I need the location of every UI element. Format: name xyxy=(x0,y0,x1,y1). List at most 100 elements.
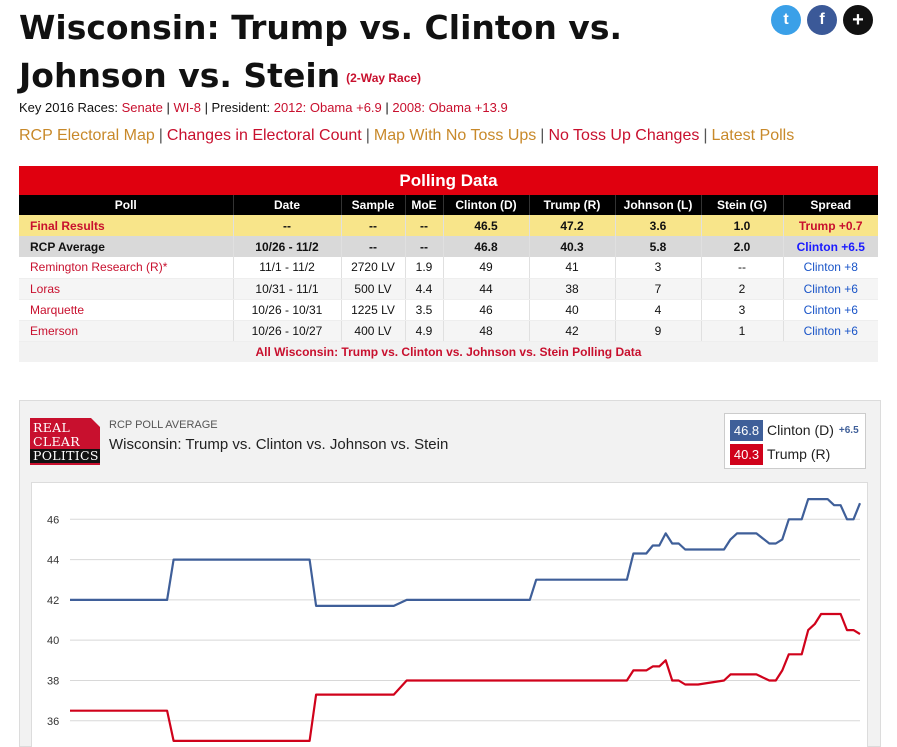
map-nav-links: RCP Electoral Map | Changes in Electoral C… xyxy=(19,127,794,145)
cell-date: 10/31 - 11/1 xyxy=(232,278,341,300)
electoral-map-link[interactable]: RCP Electoral Map xyxy=(19,127,155,144)
separator: | xyxy=(385,100,389,115)
cell-moe: 1.9 xyxy=(404,257,443,279)
col-stein[interactable]: Stein (G) xyxy=(700,195,783,215)
col-trump[interactable]: Trump (R) xyxy=(528,195,615,215)
page-title-line2: Johnson vs. Stein (2-Way Race) xyxy=(19,52,659,102)
plot-area[interactable]: 36 38 40 42 44 46 xyxy=(31,482,868,747)
separator: | xyxy=(365,127,370,144)
cell-moe: 4.9 xyxy=(404,320,443,342)
cell-sample: 500 LV xyxy=(340,278,405,300)
final-results-row: Final Results -- -- -- 46.5 47.2 3.6 1.0… xyxy=(19,215,878,236)
cell-moe: 3.5 xyxy=(404,299,443,321)
poll-link[interactable]: Remington Research (R)* xyxy=(19,257,233,279)
table-row: Marquette 10/26 - 10/31 1225 LV 3.5 46 4… xyxy=(19,299,878,321)
cell-clinton: 46 xyxy=(442,299,529,321)
cell-trump: 42 xyxy=(528,320,615,342)
cell-moe: -- xyxy=(404,215,443,236)
col-poll[interactable]: Poll xyxy=(19,195,233,215)
wi8-link[interactable]: WI-8 xyxy=(173,100,201,115)
legend-clinton: 46.8 Clinton (D) +6.5 xyxy=(730,418,860,442)
col-clinton[interactable]: Clinton (D) xyxy=(442,195,529,215)
two-way-race-link[interactable]: (2-Way Race) xyxy=(346,70,422,85)
cell-trump: 40 xyxy=(528,299,615,321)
key-races-label: Key 2016 Races: xyxy=(19,100,119,115)
cell-stein: -- xyxy=(700,257,783,279)
cell-johnson: 5.8 xyxy=(614,236,701,257)
rcp-poll-average-label: RCP POLL AVERAGE xyxy=(109,419,218,431)
cell-spread: Clinton +6.5 xyxy=(782,236,878,257)
poll-link[interactable]: Loras xyxy=(19,278,233,300)
page-title-line2-text: Johnson vs. Stein xyxy=(19,56,341,95)
rcp-logo[interactable]: REAL CLEAR POLITICS xyxy=(30,418,100,465)
cell-johnson: 4 xyxy=(614,299,701,321)
cell-sample: 400 LV xyxy=(340,320,405,342)
cell-sample: 1225 LV xyxy=(340,299,405,321)
y-tick-label: 46 xyxy=(47,514,59,526)
rcp-chart-panel: REAL CLEAR POLITICS RCP POLL AVERAGE Wis… xyxy=(19,400,881,747)
poll-link[interactable]: Marquette xyxy=(19,299,233,321)
cell-moe: 4.4 xyxy=(404,278,443,300)
obama-2012-link[interactable]: 2012: Obama +6.9 xyxy=(273,100,382,115)
changes-electoral-count-link[interactable]: Changes in Electoral Count xyxy=(166,127,362,144)
cell-sample: 2720 LV xyxy=(340,257,405,279)
cell-trump: 41 xyxy=(528,257,615,279)
logo-clear: CLEAR xyxy=(33,434,80,449)
cell-spread: Trump +0.7 xyxy=(782,215,878,236)
cell-sample: -- xyxy=(340,215,405,236)
cell-date: -- xyxy=(232,215,341,236)
separator: | xyxy=(703,127,708,144)
poll-link[interactable]: Emerson xyxy=(19,320,233,342)
line-chart[interactable]: 36 38 40 42 44 46 xyxy=(32,483,869,747)
y-tick-label: 40 xyxy=(47,635,59,647)
col-moe[interactable]: MoE xyxy=(404,195,443,215)
all-polling-data-link[interactable]: All Wisconsin: Trump vs. Clinton vs. Joh… xyxy=(19,341,878,362)
obama-2008-link[interactable]: 2008: Obama +13.9 xyxy=(392,100,508,115)
cell-spread: Clinton +6 xyxy=(782,278,878,300)
cell-clinton: 46.5 xyxy=(442,215,529,236)
page-title: Wisconsin: Trump vs. Clinton vs. Johnson… xyxy=(19,4,659,102)
polling-table: Poll Date Sample MoE Clinton (D) Trump (… xyxy=(19,195,878,342)
y-tick-label: 44 xyxy=(47,555,59,567)
table-header-row: Poll Date Sample MoE Clinton (D) Trump (… xyxy=(19,195,878,215)
cell-trump: 38 xyxy=(528,278,615,300)
cell-clinton: 46.8 xyxy=(442,236,529,257)
twitter-icon[interactable]: t xyxy=(771,5,801,35)
trump-line[interactable] xyxy=(70,612,861,742)
key-races-bar: Key 2016 Races: Senate | WI-8 | Presiden… xyxy=(19,100,508,115)
y-tick-label: 42 xyxy=(47,595,59,607)
cell-date: 10/26 - 10/27 xyxy=(232,320,341,342)
chart-legend: 46.8 Clinton (D) +6.5 40.3 Trump (R) xyxy=(724,413,866,469)
cell-johnson: 3 xyxy=(614,257,701,279)
separator: | xyxy=(166,100,170,115)
cell-trump: 47.2 xyxy=(528,215,615,236)
table-row: Remington Research (R)* 11/1 - 11/2 2720… xyxy=(19,257,878,279)
senate-link[interactable]: Senate xyxy=(121,100,163,115)
col-johnson[interactable]: Johnson (L) xyxy=(614,195,701,215)
cell-stein: 1.0 xyxy=(700,215,783,236)
legend-trump-value: 40.3 xyxy=(730,443,763,465)
cell-clinton: 44 xyxy=(442,278,529,300)
cell-trump: 40.3 xyxy=(528,236,615,257)
president-label: | President: xyxy=(204,100,271,115)
cell-poll: RCP Average xyxy=(19,236,233,257)
cell-spread: Clinton +6 xyxy=(782,320,878,342)
cell-spread: Clinton +6 xyxy=(782,299,878,321)
col-spread[interactable]: Spread xyxy=(782,195,878,215)
polling-data-table: Polling Data Poll Date Sample MoE Clinto… xyxy=(19,166,878,362)
cell-poll: Final Results xyxy=(19,215,233,236)
more-share-icon[interactable]: + xyxy=(843,5,873,35)
col-sample[interactable]: Sample xyxy=(340,195,405,215)
facebook-icon[interactable]: f xyxy=(807,5,837,35)
rcp-average-row: RCP Average 10/26 - 11/2 -- -- 46.8 40.3… xyxy=(19,236,878,257)
cell-johnson: 7 xyxy=(614,278,701,300)
no-toss-up-changes-link[interactable]: No Toss Up Changes xyxy=(548,127,700,144)
logo-real: REAL xyxy=(33,420,71,435)
cell-spread: Clinton +8 xyxy=(782,257,878,279)
latest-polls-link[interactable]: Latest Polls xyxy=(711,127,795,144)
page-title-line1: Wisconsin: Trump vs. Clinton vs. xyxy=(19,8,622,47)
clinton-line[interactable] xyxy=(70,498,862,607)
no-toss-ups-map-link[interactable]: Map With No Toss Ups xyxy=(373,127,537,144)
col-date[interactable]: Date xyxy=(232,195,341,215)
cell-clinton: 49 xyxy=(442,257,529,279)
